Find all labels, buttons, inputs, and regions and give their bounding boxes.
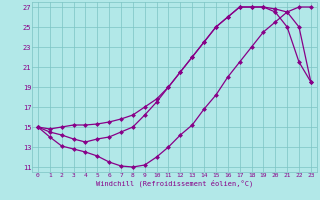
X-axis label: Windchill (Refroidissement éolien,°C): Windchill (Refroidissement éolien,°C) [96, 179, 253, 187]
